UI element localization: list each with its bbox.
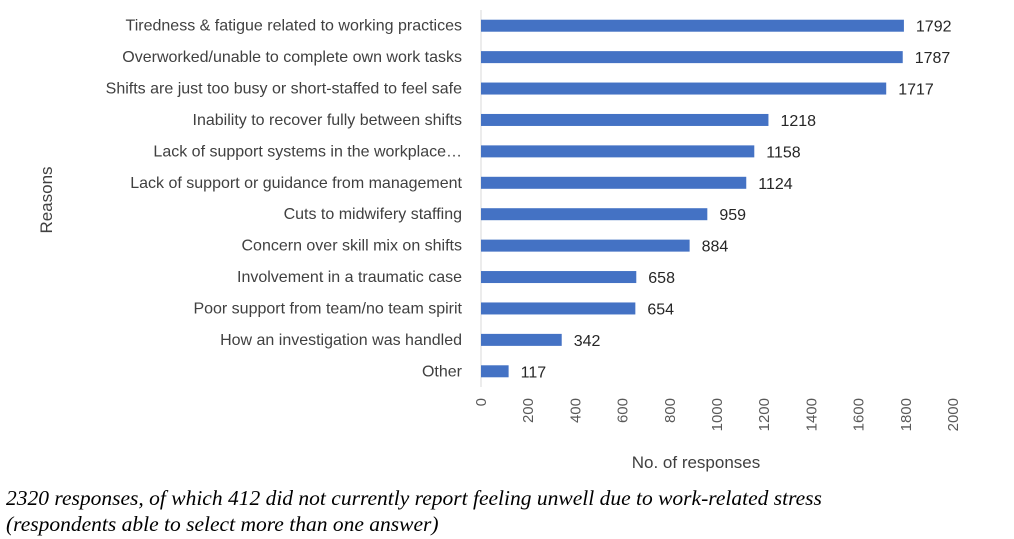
data-label: 1124 [758,176,793,193]
x-tick-label: 600 [615,398,632,423]
category-label: Overworked/unable to complete own work t… [122,49,462,66]
x-tick-label: 400 [567,398,584,423]
y-axis-title: Reasons [37,166,56,233]
bar [481,113,769,126]
bar [481,333,562,346]
data-label: 959 [719,207,746,224]
bar [481,51,903,64]
category-label: Cuts to midwifery staffing [284,206,462,223]
data-label: 1218 [780,113,816,130]
data-label: 1792 [916,19,952,36]
x-tick-label: 2000 [945,398,962,431]
category-label: Other [422,363,463,380]
bar [481,19,904,32]
bar [481,365,509,378]
x-tick-label: 1200 [756,398,773,431]
data-label: 117 [521,364,547,381]
category-label: Lack of support or guidance from managem… [130,175,462,192]
category-label: Poor support from team/no team spirit [193,300,462,317]
x-tick-label: 0 [473,398,490,406]
plot-area: Tiredness & fatigue related to working p… [106,10,962,431]
chart-caption: 2320 responses, of which 412 did not cur… [6,485,1012,537]
bar [481,239,690,252]
x-tick-label: 1400 [803,398,820,431]
x-tick-label: 200 [520,398,537,423]
x-axis-title: No. of responses [632,453,761,472]
x-tick-label: 800 [662,398,679,423]
data-label: 654 [647,301,674,318]
category-label: Inability to recover fully between shift… [193,112,462,129]
bar [481,176,747,189]
x-tick-label: 1600 [851,398,868,431]
bar [481,271,637,284]
category-label: How an investigation was handled [220,332,462,349]
data-label: 1158 [766,144,801,161]
category-label: Tiredness & fatigue related to working p… [126,18,462,35]
category-label: Involvement in a traumatic case [237,269,462,286]
caption-line-2: (respondents able to select more than on… [6,512,439,536]
data-label: 342 [574,333,601,350]
bar-chart: Tiredness & fatigue related to working p… [37,10,962,472]
category-label: Concern over skill mix on shifts [241,238,462,255]
category-label: Shifts are just too busy or short-staffe… [106,81,462,98]
data-label: 1717 [898,82,934,99]
data-label: 658 [648,270,675,287]
data-label: 884 [702,239,729,256]
category-label: Lack of support systems in the workplace… [153,143,462,160]
data-label: 1787 [915,50,951,67]
bar [481,208,708,221]
bar [481,302,636,315]
x-tick-label: 1000 [709,398,726,431]
bar [481,145,755,158]
caption-line-1: 2320 responses, of which 412 did not cur… [6,486,822,510]
x-tick-label: 1800 [898,398,915,431]
bar [481,82,887,95]
